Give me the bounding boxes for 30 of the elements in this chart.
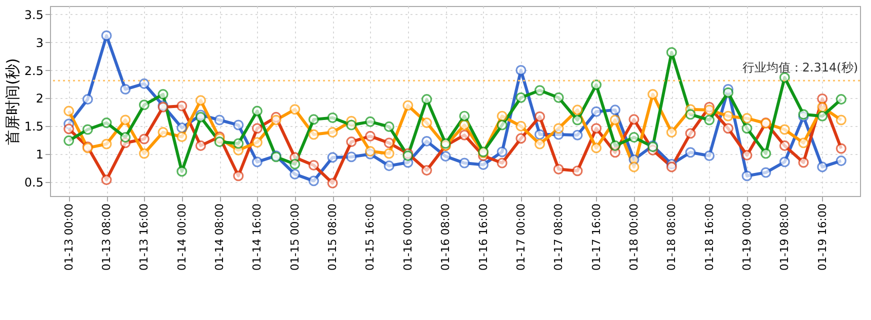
x-tick-label: 01-15 00:00 xyxy=(288,204,302,271)
x-tick-label: 01-16 00:00 xyxy=(401,204,414,271)
x-tick-label: 01-16 08:00 xyxy=(439,204,452,271)
ref-line-label: 行业均值：2.314(秒) xyxy=(742,60,858,75)
y-tick-label: 3 xyxy=(36,36,44,50)
x-tick-label: 01-15 16:00 xyxy=(364,204,377,271)
x-tick-label: 01-17 16:00 xyxy=(590,204,603,271)
x-tick-label: 01-19 00:00 xyxy=(740,204,754,271)
x-tick-label: 01-13 16:00 xyxy=(138,204,151,271)
x-tick-label: 01-14 16:00 xyxy=(250,204,264,271)
y-tick-label: 1 xyxy=(36,148,44,162)
x-tick-label: 01-14 08:00 xyxy=(213,204,226,271)
x-tick-label: 01-19 08:00 xyxy=(778,204,792,271)
x-tick-label: 01-16 16:00 xyxy=(476,204,490,271)
x-tick-label: 01-18 16:00 xyxy=(702,204,716,271)
x-tick-label: 01-19 16:00 xyxy=(816,204,829,271)
x-tick-label: 01-13 08:00 xyxy=(100,204,114,271)
y-tick-label: 2.5 xyxy=(24,64,44,78)
y-tick-label: 1.5 xyxy=(24,120,44,134)
x-tick-label: 01-18 00:00 xyxy=(627,204,640,271)
y-tick-label: 2 xyxy=(36,92,44,106)
x-tick-label: 01-13 00:00 xyxy=(62,204,76,271)
x-tick-label: 01-17 00:00 xyxy=(514,204,528,271)
x-tick-label: 01-17 08:00 xyxy=(552,204,566,271)
x-tick-label: 01-14 00:00 xyxy=(175,204,188,271)
y-tick-label: 3.5 xyxy=(24,8,44,22)
x-tick-label: 01-15 08:00 xyxy=(326,204,340,271)
x-tick-label: 01-18 08:00 xyxy=(665,204,678,271)
y-tick-label: 0.5 xyxy=(24,176,44,190)
y-axis-title: 首屏时间(秒) xyxy=(3,58,22,145)
